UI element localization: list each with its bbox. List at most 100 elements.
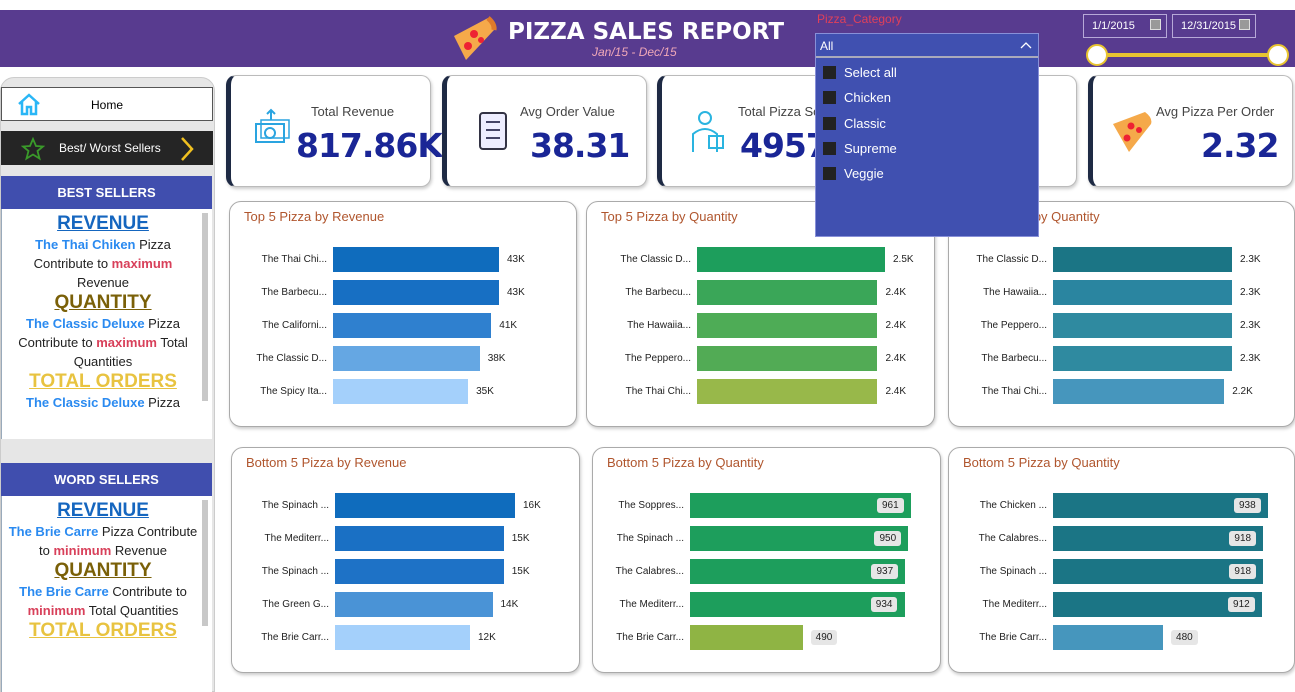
dropdown-option[interactable]: Supreme [816,136,1038,161]
data-label: 16K [523,500,541,511]
category-label: The Californi... [261,320,327,331]
category-label: The Thai Chi... [261,254,327,265]
bar[interactable] [335,493,515,518]
bar[interactable] [1053,592,1263,617]
pizza-logo-icon [454,16,497,60]
pizza-icon [1113,112,1152,152]
category-label: The Thai Chi... [981,386,1047,397]
revenue-heading: REVENUE [57,213,149,234]
bar[interactable] [690,526,909,551]
header-bar [0,10,1295,67]
data-label: 2.3K [1240,287,1261,298]
data-label: 43K [507,287,525,298]
best-sellers-panel: REVENUE The Thai Chiken Pizza Contribute… [1,209,212,439]
calendar-icon[interactable] [1150,19,1161,30]
bar[interactable] [690,592,905,617]
date-slider-end-handle[interactable] [1267,44,1289,66]
bar[interactable] [333,346,480,371]
kpi-value: 817.86K [296,126,443,165]
category-label: The Barbecu... [261,287,327,298]
pizza-category-dropdown[interactable]: All Select all Chicken Classic Supreme Veggi… [815,33,1039,237]
scrollbar[interactable] [202,213,208,401]
scrollbar[interactable] [202,500,208,626]
category-label: The Spinach ... [261,566,329,577]
checkbox[interactable] [823,167,836,181]
kpi-avg-order-value: Avg Order Value 38.31 [442,75,647,187]
category-label: The Mediterr... [619,599,684,610]
kpi-label: Avg Order Value [520,104,615,119]
checkbox[interactable] [823,91,836,105]
kpi-value: 38.31 [530,126,630,165]
bar[interactable] [697,313,878,338]
bar[interactable] [335,559,504,584]
category-label: The Barbecu... [981,353,1047,364]
category-label: The Spinach ... [979,566,1047,577]
chart-title: Bottom 5 Pizza by Quantity [607,455,764,470]
category-label: The Soppres... [618,500,684,511]
money-icon [255,108,290,143]
bar[interactable] [1053,625,1164,650]
chevron-up-icon[interactable] [1020,41,1032,49]
bar[interactable] [697,346,878,371]
bar[interactable] [1053,247,1232,272]
bar[interactable] [1053,280,1232,305]
calendar-icon[interactable] [1239,19,1250,30]
bar[interactable] [333,280,499,305]
kpi-label: Total Revenue [311,104,395,119]
date-slider-start-handle[interactable] [1086,44,1108,66]
start-date-input[interactable]: 1/1/2015 [1083,14,1167,38]
data-label: 2.4K [885,287,907,298]
delivery-icon [692,111,724,152]
kpi-value: 2.32 [1201,126,1279,165]
bar[interactable] [1053,559,1264,584]
bar[interactable] [1053,379,1225,404]
best-worst-sellers-button[interactable]: Best/ Worst Sellers [1,131,213,165]
bar[interactable] [697,247,885,272]
bar[interactable] [690,493,911,518]
dropdown-option[interactable]: Chicken [816,85,1038,110]
quantity-text: The Classic Deluxe Pizza Contribute to m… [18,316,188,369]
home-label: Home [90,98,123,112]
bar[interactable] [697,379,878,404]
option-label: Select all [844,65,897,80]
dropdown-selected[interactable]: All [816,34,1038,58]
checkbox[interactable] [823,66,836,79]
bar[interactable] [1053,313,1232,338]
bar[interactable] [333,313,492,338]
orders-text: The Classic Deluxe Pizza [26,395,180,410]
best-sellers-header: BEST SELLERS [1,176,212,209]
chart-title: Top 5 Pizza by Quantity [601,209,738,224]
bar[interactable] [1053,526,1264,551]
data-label: 934 [870,597,898,612]
category-label: The Hawaiia... [627,320,691,331]
data-label: 41K [499,320,518,331]
data-label: 912 [1228,597,1255,612]
data-label: 15K [511,533,530,544]
bar[interactable] [697,280,878,305]
dropdown-option[interactable]: Select all [816,60,1038,85]
bar[interactable] [1053,346,1232,371]
date-slider-track[interactable] [1097,53,1278,57]
category-label: The Peppero... [624,353,691,364]
total-orders-heading: TOTAL ORDERS [29,620,177,641]
category-label: The Barbecu... [625,287,691,298]
bar[interactable] [1053,493,1268,518]
bar[interactable] [335,526,504,551]
chart-title: Top 5 Pizza by Revenue [244,209,385,224]
data-label: 2.2K [1232,386,1253,397]
quantity-heading: QUANTITY [54,292,152,313]
bar[interactable] [690,559,906,584]
bar[interactable] [335,592,493,617]
dropdown-option[interactable]: Classic [816,111,1038,136]
checkbox[interactable] [823,141,836,155]
bar[interactable] [333,247,499,272]
home-button[interactable]: Home [1,87,213,121]
dropdown-option[interactable]: Veggie [816,161,1038,186]
bar[interactable] [333,379,469,404]
checkbox[interactable] [823,116,836,130]
bar[interactable] [690,625,803,650]
bar[interactable] [335,625,470,650]
end-date-input[interactable]: 12/31/2015 [1172,14,1256,38]
selected-value: All [820,39,834,53]
data-label: 2.3K [1240,353,1261,364]
